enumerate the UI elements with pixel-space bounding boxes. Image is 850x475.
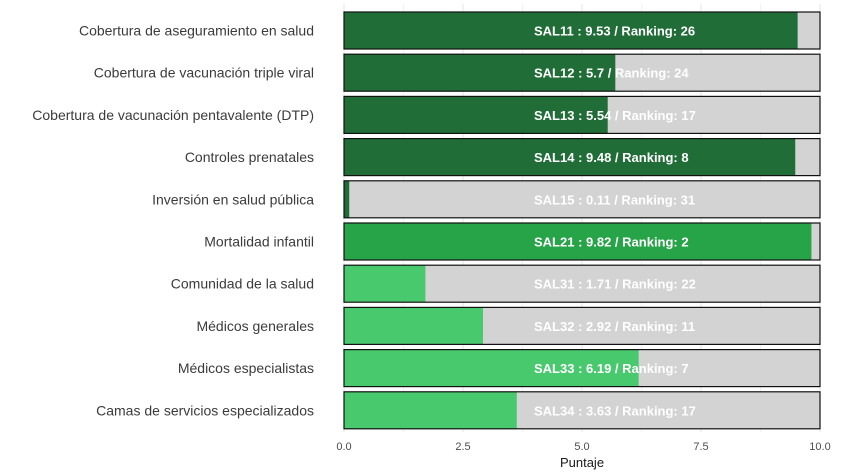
bar-row: SAL14 : 9.48 / Ranking: 8 Controles prena… [185,138,821,177]
bar-outline [343,95,821,135]
bar-row: SAL12 : 5.7 / Ranking: 24 Cobertura de va… [94,53,821,92]
bar-row: SAL11 : 9.53 / Ranking: 26 Cobertura de a… [79,11,821,50]
category-label: Camas de servicios especializados [96,402,314,418]
bar-value-label: SAL15 : 0.11 / Ranking: 31 [534,192,695,207]
bar [344,307,483,345]
bar-background [344,180,820,218]
x-tick-label: 2.5 [455,441,470,453]
bar [344,349,639,387]
x-axis-ticks: 0.0 2.5 5.0 7.5 10.0 [336,441,830,453]
x-axis-title: Puntaje [560,455,604,470]
bar-value-label: SAL12 : 5.7 / Ranking: 24 [534,66,689,81]
bar-outline [343,349,821,388]
bars: SAL11 : 9.53 / Ranking: 26 Cobertura de a… [32,11,821,430]
bar-row: SAL34 : 3.63 / Ranking: 17 Camas de servi… [96,391,821,430]
category-label: Cobertura de vacunación pentavalente (DT… [32,107,314,123]
bar-value-label: SAL34 : 3.63 / Ranking: 17 [534,403,696,418]
bar-row: SAL33 : 6.19 / Ranking: 7 Médicos especia… [178,349,821,388]
bar-value-label: SAL21 : 9.82 / Ranking: 2 [534,235,689,250]
bar [344,96,608,134]
bar-outline [343,11,821,50]
bar [344,180,350,218]
bar-row: SAL31 : 1.71 / Ranking: 22 Comunidad de l… [171,264,821,303]
bar-outline [343,264,821,303]
bar [344,138,796,176]
bar-row: SAL13 : 5.54 / Ranking: 17 Cobertura de v… [32,95,821,135]
bar [344,391,517,429]
bar-row: SAL32 : 2.92 / Ranking: 11 Médicos genera… [196,306,821,345]
bar-value-label: SAL13 : 5.54 / Ranking: 17 [534,108,696,123]
bar [344,265,426,303]
bar-value-label: SAL31 : 1.71 / Ranking: 22 [534,277,696,292]
x-tick-label: 0.0 [336,441,351,453]
bar-value-label: SAL33 : 6.19 / Ranking: 7 [534,361,689,376]
bar-value-label: SAL11 : 9.53 / Ranking: 26 [534,24,695,39]
bar-outline [343,53,821,92]
category-label: Médicos generales [196,318,314,334]
category-label: Cobertura de aseguramiento en salud [79,23,314,39]
bar-outline [343,180,821,219]
category-label: Inversión en salud pública [152,191,314,207]
category-label: Médicos especialistas [178,360,314,376]
bar-outline [343,138,821,177]
bar [344,12,798,49]
bar-row: SAL21 : 9.82 / Ranking: 2 Mortalidad infa… [204,222,821,261]
category-label: Comunidad de la salud [171,276,314,292]
bar [344,223,812,260]
category-label: Cobertura de vacunación triple viral [94,65,314,81]
x-tick-label: 10.0 [809,441,830,453]
bar-value-label: SAL32 : 2.92 / Ranking: 11 [534,319,695,334]
bar-value-label: SAL14 : 9.48 / Ranking: 8 [534,150,689,165]
x-tick-label: 7.5 [693,441,708,453]
category-label: Controles prenatales [185,149,314,165]
bar-row: SAL15 : 0.11 / Ranking: 31 Inversión en s… [152,180,821,219]
x-tick-label: 5.0 [574,441,589,453]
bar-outline [343,391,821,430]
bar-outline [343,306,821,345]
bar-outline [343,222,821,261]
category-label: Mortalidad infantil [204,234,314,250]
bar [344,54,616,92]
